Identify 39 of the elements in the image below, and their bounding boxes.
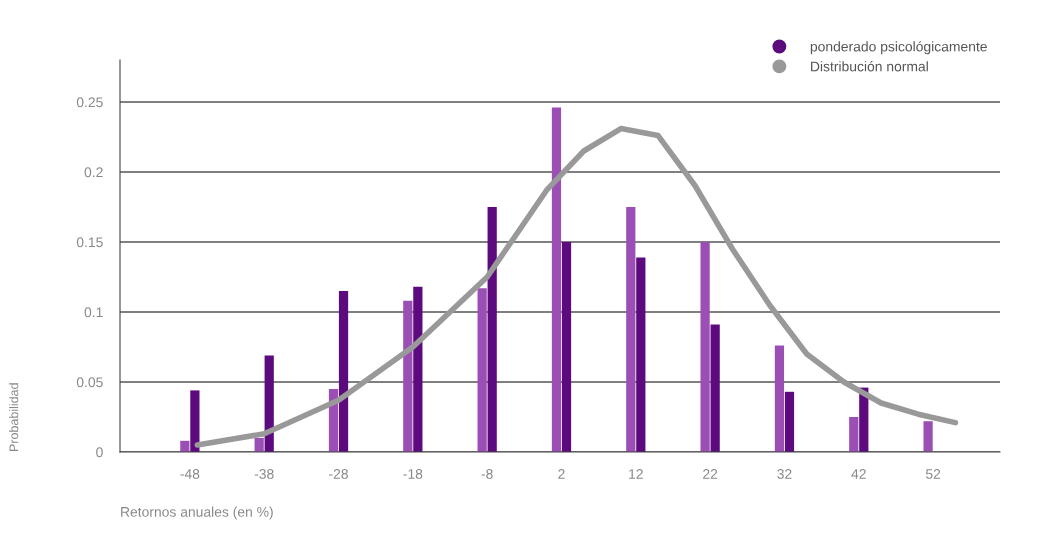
legend-label: Distribución normal (811, 61, 928, 72)
x-tick-label: 2 (558, 469, 565, 479)
y-tick-label: 0.15 (76, 237, 103, 248)
bar (710, 324, 720, 452)
x-tick-label: 12 (629, 469, 643, 479)
bar (477, 288, 487, 452)
x-tick-label: -48 (180, 469, 200, 479)
bar (784, 391, 795, 452)
bar (700, 242, 710, 452)
bar (849, 417, 859, 452)
bar (487, 207, 497, 452)
bar (338, 291, 349, 452)
y-tick-label: 0.2 (84, 167, 103, 178)
x-axis-title: Retornos anuales (en %) (121, 506, 273, 520)
x-tick-label: 42 (851, 469, 866, 479)
y-tick-label: 0.1 (84, 307, 103, 318)
bar (774, 345, 785, 452)
bar (264, 355, 274, 452)
y-tick-label: 0 (96, 447, 103, 458)
x-tick-label: 52 (925, 469, 941, 479)
bar (551, 107, 562, 452)
bar (190, 390, 200, 452)
bar (626, 207, 636, 452)
y-tick-label: 0.25 (76, 97, 103, 108)
x-tick-label: 32 (777, 469, 792, 479)
y-tick-label: 0.05 (76, 377, 103, 388)
bar (413, 286, 423, 452)
x-tick-label: -8 (481, 469, 493, 479)
bar (923, 421, 933, 452)
x-tick-label: -28 (329, 469, 348, 479)
x-tick-label: -18 (403, 469, 423, 479)
bar (636, 257, 646, 452)
bar (254, 438, 264, 452)
x-tick-label: -38 (254, 469, 274, 479)
bar (403, 300, 413, 452)
legend-label: ponderado psicológicamente (810, 41, 987, 55)
x-tick-label: 22 (703, 469, 718, 479)
bar (561, 242, 572, 452)
y-axis-title: Probabilidad (9, 383, 19, 451)
